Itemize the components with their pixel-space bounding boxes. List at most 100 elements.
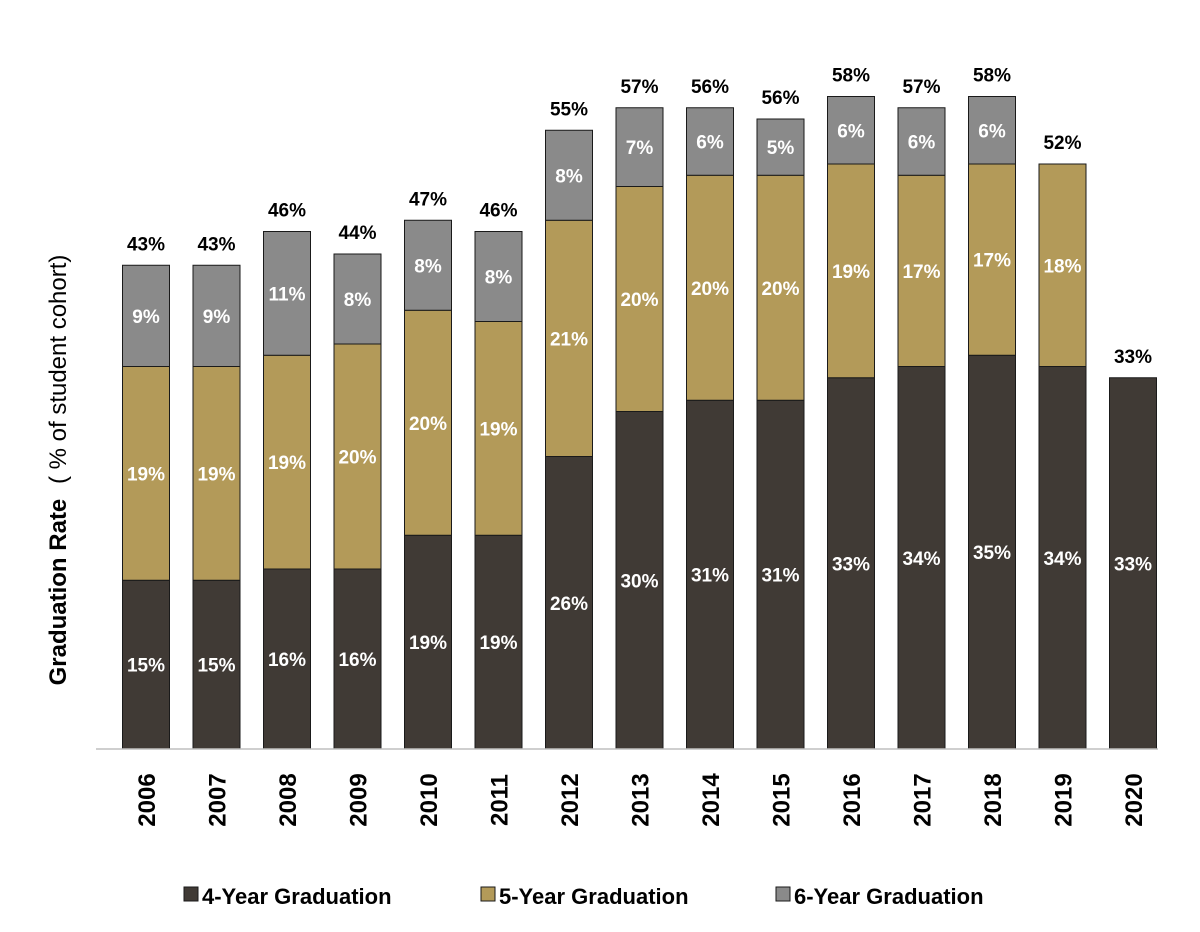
data-label-6-year-graduation-2013: 7% [626,138,654,159]
total-label-2014: 56% [691,77,729,98]
total-label-2018: 58% [973,66,1011,87]
x-tick-label-2015: 2015 [769,773,796,826]
x-tick-label-2016: 2016 [839,773,866,826]
bar-6-year-graduation-2012 [545,129,593,221]
data-label-5-year-graduation-2018: 17% [973,251,1011,272]
data-label-4-year-graduation-2012: 26% [550,594,588,615]
y-axis-label: Graduation Rate ( % of student cohort) [45,255,72,686]
x-tick-label-2007: 2007 [205,773,232,826]
total-label-2007: 43% [197,234,235,255]
data-label-6-year-graduation-2012: 8% [555,166,583,187]
data-label-4-year-graduation-2017: 34% [902,549,940,570]
x-tick-labels: 2006 2007 2008 2009 2010 2011 2012 2013 2014 2015… [134,773,1148,827]
total-label-2013: 57% [620,77,658,98]
bar-5-year-graduation-2012 [545,219,593,457]
data-label-4-year-graduation-2008: 16% [268,650,306,671]
bar-4-year-graduation-2015 [756,399,805,750]
bar-5-year-graduation-2014 [686,174,734,401]
bar-4-year-graduation-2009 [333,568,382,750]
data-label-4-year-graduation-2020: 33% [1114,554,1152,575]
bar-5-year-graduation-2018 [968,163,1016,356]
bar-4-year-graduation-2019 [1038,366,1087,750]
data-label-6-year-graduation-2009: 8% [344,290,372,311]
legend-label-6-year-graduation: 6-Year Graduation [794,884,984,909]
bar-stack-2010: 19% 20% 8% [404,219,452,750]
legend-swatch-4-year-graduation [183,886,199,902]
bar-6-year-graduation-2009 [333,253,382,345]
total-label-2019: 52% [1043,133,1081,154]
bar-5-year-graduation-2008 [263,354,311,570]
y-axis-label-main: Graduation Rate [45,499,72,686]
bar-6-year-graduation-2007 [192,264,241,367]
legend-swatch-6-year-graduation [775,886,791,902]
bar-6-year-graduation-2008 [263,231,311,356]
data-label-5-year-graduation-2011: 19% [479,419,517,440]
bar-6-year-graduation-2017 [897,107,946,176]
bar-6-year-graduation-2010 [404,219,452,311]
totals-layer: 43% 43% 46% 44% 47% 46% 55% 57% 56% 56% 58% 57% 58% 5… [127,66,1152,368]
data-label-4-year-graduation-2007: 15% [197,656,235,677]
data-label-4-year-graduation-2015: 31% [761,566,799,587]
y-axis-title: Graduation Rate ( % of student cohort) [45,255,72,686]
x-tick-label-2013: 2013 [628,773,655,826]
total-label-2016: 58% [832,66,870,87]
data-label-6-year-graduation-2008: 11% [269,284,306,305]
x-tick-label-2010: 2010 [416,773,443,826]
data-label-6-year-graduation-2010: 8% [414,256,442,277]
x-tick-label-2006: 2006 [134,773,161,826]
data-label-5-year-graduation-2008: 19% [268,453,306,474]
total-label-2009: 44% [338,223,376,244]
x-tick-label-2011: 2011 [487,774,514,826]
data-label-4-year-graduation-2014: 31% [691,566,729,587]
bar-5-year-graduation-2013 [615,186,664,412]
data-label-6-year-graduation-2018: 6% [978,121,1006,142]
total-label-2017: 57% [902,77,940,98]
bar-6-year-graduation-2018 [968,96,1016,165]
data-label-6-year-graduation-2007: 9% [203,307,231,328]
bar-5-year-graduation-2019 [1038,163,1087,367]
total-label-2015: 56% [761,88,799,109]
data-label-5-year-graduation-2017: 17% [902,262,940,283]
data-label-5-year-graduation-2013: 20% [620,290,658,311]
x-tick-label-2012: 2012 [557,773,584,826]
data-label-5-year-graduation-2007: 19% [197,464,235,485]
data-label-4-year-graduation-2011: 19% [479,633,517,654]
x-tick-label-2008: 2008 [275,773,302,826]
x-tick-label-2019: 2019 [1051,773,1078,826]
x-tick-label-2020: 2020 [1121,773,1148,826]
total-label-2020: 33% [1114,347,1152,368]
legend: 4-Year Graduation 5-Year Graduation 6-Year… [183,884,984,909]
x-tick-label-2014: 2014 [698,773,725,827]
bar-5-year-graduation-2009 [333,343,382,570]
bar-4-year-graduation-2018 [968,354,1016,750]
data-label-4-year-graduation-2016: 33% [832,554,870,575]
bar-stack-2018: 35% 17% 6% [968,96,1016,750]
legend-swatch-5-year-graduation [480,886,496,902]
total-label-2008: 46% [268,201,306,222]
data-label-5-year-graduation-2019: 18% [1043,256,1081,277]
data-label-5-year-graduation-2016: 19% [832,262,870,283]
data-label-5-year-graduation-2014: 20% [691,279,729,300]
bars-layer: 15% 19% 9% 15% 19% 9% 16% 19% 11% 16% 20% 8% 19% 20% 8… [122,96,1157,750]
data-label-6-year-graduation-2015: 5% [767,138,795,159]
data-label-6-year-graduation-2016: 6% [837,121,865,142]
data-label-5-year-graduation-2012: 21% [550,329,588,350]
bar-stack-2012: 26% 21% 8% [545,129,593,750]
bar-4-year-graduation-2012 [545,456,593,750]
data-label-5-year-graduation-2009: 20% [338,448,376,469]
bar-stack-2014: 31% 20% 6% [686,107,734,750]
bar-stack-2008: 16% 19% 11% [263,231,311,750]
data-label-6-year-graduation-2011: 8% [485,268,513,289]
bar-stack-2017: 34% 17% 6% [897,107,946,750]
legend-label-4-year-graduation: 4-Year Graduation [202,884,392,909]
bar-6-year-graduation-2015 [756,118,805,176]
bar-4-year-graduation-2020 [1109,377,1157,750]
bar-stack-2006: 15% 19% 9% [122,264,170,750]
x-tick-label-2009: 2009 [346,773,373,826]
data-label-5-year-graduation-2015: 20% [761,279,799,300]
data-label-6-year-graduation-2017: 6% [908,133,936,154]
legend-label-5-year-graduation: 5-Year Graduation [499,884,689,909]
data-label-4-year-graduation-2018: 35% [973,543,1011,564]
bar-5-year-graduation-2007 [192,366,241,581]
